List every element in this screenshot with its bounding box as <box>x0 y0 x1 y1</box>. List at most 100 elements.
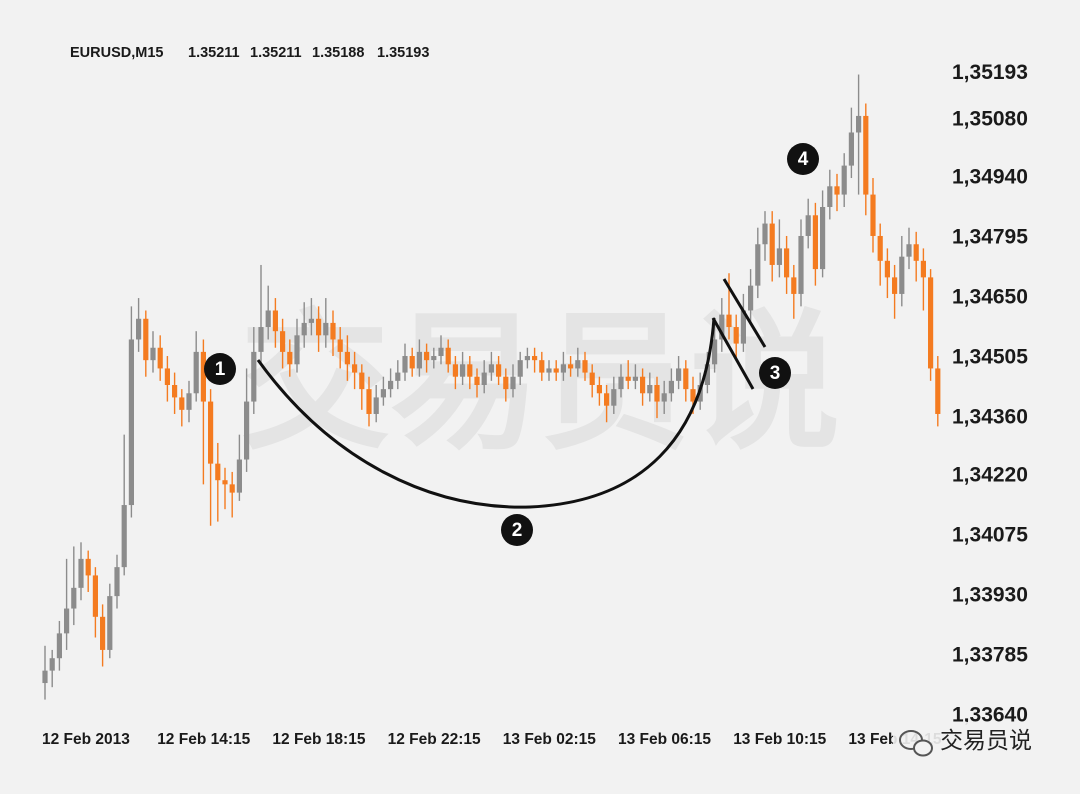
candle-body <box>568 364 574 369</box>
candle-body <box>611 389 617 406</box>
candle-body <box>143 318 149 361</box>
candle-body <box>575 360 581 369</box>
badge-icon <box>913 739 933 757</box>
candle-body <box>71 587 77 609</box>
candle-body <box>352 364 358 373</box>
candle-body <box>294 335 300 365</box>
x-tick-label: 13 Feb 02:15 <box>503 731 596 748</box>
candle-body <box>791 277 797 294</box>
annotations: 1 2 3 4 <box>204 143 819 546</box>
annotation-label: 2 <box>512 520 523 541</box>
candle-body <box>712 339 718 365</box>
candle-body <box>805 215 811 236</box>
badge-background <box>893 722 1053 762</box>
candle-body <box>258 327 264 352</box>
x-tick-label: 13 Feb 06:15 <box>618 731 711 748</box>
candle-body <box>690 389 696 402</box>
candle-body <box>337 339 343 352</box>
candle-body <box>884 260 890 278</box>
annotation-marker <box>759 357 791 389</box>
candle-body <box>164 368 170 385</box>
candle-body <box>892 277 898 294</box>
candle-body <box>596 385 602 394</box>
candle-body <box>373 397 379 414</box>
candle-body <box>877 235 883 261</box>
candle-body <box>56 633 62 659</box>
candle-body <box>481 372 487 385</box>
candle-body <box>820 207 826 270</box>
candle-body <box>78 558 84 588</box>
candle-body <box>179 397 185 410</box>
y-tick-label: 1,34940 <box>952 166 1028 189</box>
annotation-label: 1 <box>215 359 226 380</box>
candle-body <box>532 356 538 361</box>
handle-line <box>722 278 767 348</box>
candle-body <box>856 115 862 133</box>
candle-body <box>640 376 646 394</box>
y-tick-label: 1,33930 <box>952 584 1028 607</box>
candle-body <box>409 356 415 369</box>
candle-body <box>431 356 437 361</box>
candle-body <box>229 484 235 493</box>
candle-body <box>647 385 653 394</box>
candle-body <box>460 364 466 377</box>
candle-body <box>85 558 91 576</box>
y-tick-label: 1,34795 <box>952 226 1028 249</box>
candle-body <box>64 608 70 634</box>
candle-body <box>668 380 674 394</box>
candle-body <box>287 351 293 365</box>
candle-body <box>654 385 660 402</box>
candle-body <box>733 327 739 344</box>
watermark: 交易员说 <box>240 299 840 467</box>
candle-body <box>308 318 314 323</box>
badge: 交易员说 <box>893 722 1053 762</box>
candle-body <box>344 351 350 365</box>
candle-body <box>676 368 682 381</box>
candle-body <box>776 248 782 265</box>
header-value: 1.35193 <box>377 45 429 61</box>
candle-body <box>863 115 869 195</box>
candle-body <box>208 401 214 464</box>
y-tick-label: 1,34505 <box>952 346 1028 369</box>
candle-body <box>200 351 206 402</box>
candle-body <box>913 244 919 261</box>
candle-body <box>503 376 509 390</box>
annotation-marker <box>501 514 533 546</box>
candle-body <box>445 347 451 365</box>
candle-body <box>488 364 494 373</box>
header-value: 1.35211 <box>188 45 240 61</box>
symbol-title: EURUSD,M15 <box>70 45 163 61</box>
candle-body <box>683 368 689 390</box>
candle-body <box>920 260 926 278</box>
candle-body <box>244 401 250 460</box>
y-tick-label: 1,34075 <box>952 524 1028 547</box>
badge-text: 交易员说 <box>940 727 1032 753</box>
candle-body <box>798 235 804 294</box>
candle-body <box>114 567 120 597</box>
candle-body <box>604 393 610 406</box>
y-tick-label: 1,33785 <box>952 644 1028 667</box>
candle-body <box>136 318 142 340</box>
candle-body <box>193 351 199 394</box>
candle-body <box>100 616 106 650</box>
candle-body <box>762 223 768 245</box>
candle-body <box>330 322 336 340</box>
candle-body <box>42 670 48 684</box>
header: EURUSD,M15 1.35211 1.35211 1.35188 1.351… <box>70 45 429 61</box>
candle-body <box>848 132 854 166</box>
candle-body <box>704 364 710 385</box>
candle-body <box>560 364 566 373</box>
candle-body <box>510 376 516 390</box>
candle-body <box>582 360 588 373</box>
candle-body <box>496 364 502 377</box>
candle-body <box>841 165 847 195</box>
candle-body <box>424 351 430 361</box>
candle-body <box>121 505 127 568</box>
annotation-marker <box>204 353 236 385</box>
annotation-label: 4 <box>798 149 809 170</box>
candle-body <box>618 376 624 390</box>
candle-body <box>755 244 761 286</box>
candle-body <box>215 463 221 481</box>
